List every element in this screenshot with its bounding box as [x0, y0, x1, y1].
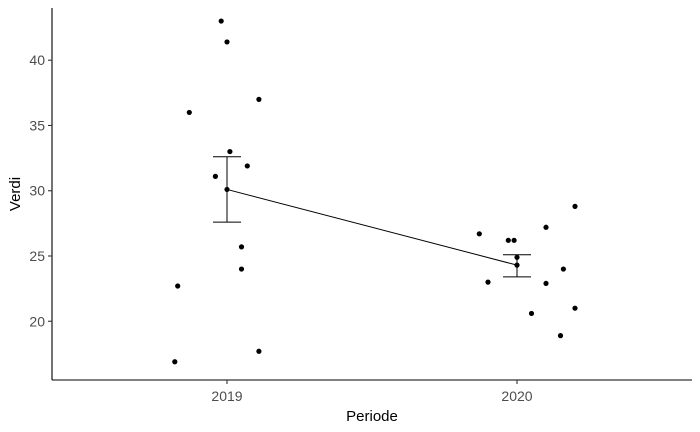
data-point [224, 39, 230, 45]
data-point [528, 310, 535, 317]
x-axis-title: Periode [346, 408, 398, 425]
data-point [218, 18, 224, 24]
data-point [572, 203, 578, 209]
y-tick-label: 35 [29, 117, 45, 133]
x-axis: 2019 2020 [52, 379, 692, 404]
points-layer [172, 18, 578, 365]
data-point [505, 237, 511, 243]
data-point [238, 244, 245, 250]
data-point [572, 305, 578, 311]
y-tick-label: 25 [29, 248, 45, 264]
data-point [175, 283, 181, 289]
y-axis-title: Verdi [7, 177, 24, 211]
data-point [212, 173, 218, 179]
data-point [227, 148, 233, 155]
data-point [244, 163, 250, 169]
x-tick-label: 2020 [501, 388, 532, 404]
error-bar-2019 [213, 156, 241, 223]
data-point [238, 266, 245, 272]
data-point [476, 231, 482, 237]
mean-point [224, 186, 230, 193]
data-point [256, 348, 262, 354]
data-point [560, 266, 567, 272]
y-axis: 20 25 30 35 40 [29, 8, 53, 380]
data-point [511, 237, 517, 243]
mean-line [226, 188, 518, 266]
data-point [256, 96, 262, 102]
data-point [514, 254, 520, 260]
data-point [186, 109, 192, 116]
data-point [543, 280, 549, 287]
data-point [557, 333, 564, 339]
data-point [543, 224, 549, 230]
summary-layer [213, 156, 531, 278]
mean-point [514, 262, 520, 268]
data-point [485, 279, 491, 285]
y-tick-label: 40 [29, 52, 45, 68]
data-point [172, 359, 178, 365]
y-tick-label: 20 [29, 313, 45, 329]
y-tick-label: 30 [29, 183, 45, 199]
x-tick-label: 2019 [211, 388, 242, 404]
